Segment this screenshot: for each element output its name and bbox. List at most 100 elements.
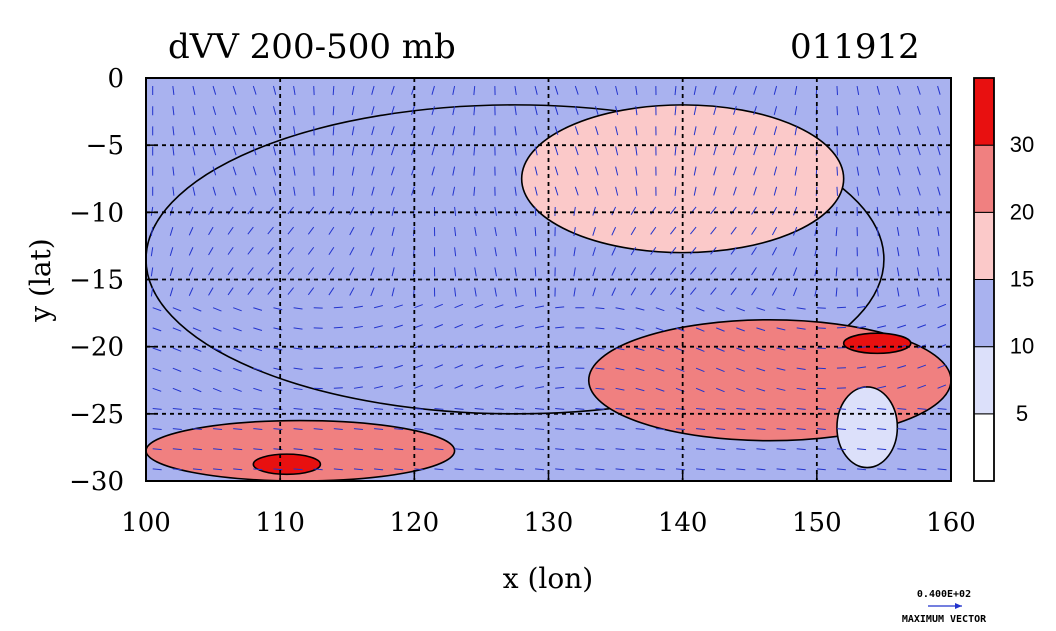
wind-vector [212,367,222,372]
wind-vector [535,407,545,410]
wind-vector [630,287,637,296]
wind-vector [756,347,766,352]
wind-vector [534,206,537,216]
wind-vector [152,367,162,372]
wind-vector [232,146,237,156]
wind-vector [192,448,202,451]
wind-vector [574,85,579,95]
wind-vector [152,327,162,332]
wind-vector [454,448,464,451]
wind-vector [674,126,677,136]
wind-vector [252,126,257,136]
wind-vector [373,325,383,329]
wind-vector [615,387,625,391]
wind-vector [371,166,375,176]
wind-vector [836,448,846,451]
wind-vector [333,326,343,329]
wind-vector [675,428,685,431]
wind-vector [695,367,705,373]
wind-vector [555,468,565,471]
wind-vector [172,146,175,156]
wind-vector [675,468,685,471]
wind-vector [554,166,559,176]
wind-vector [574,106,579,115]
wind-vector [555,306,565,309]
wind-vector [611,247,617,256]
wind-vector [555,407,565,410]
wind-vector [611,206,617,216]
wind-vector [897,468,907,471]
wind-vector [431,85,435,95]
wind-vector [152,407,162,410]
wind-vector [594,106,599,115]
wind-vector [773,106,778,116]
wind-vector [474,364,484,369]
wind-vector [349,247,355,256]
wind-vector [454,407,464,410]
wind-vector [474,303,484,309]
wind-vector [534,146,538,156]
wind-vector [696,468,706,471]
wind-vector [736,367,745,372]
wind-vector [452,166,456,176]
wind-vector [431,186,435,196]
wind-vector [796,407,806,410]
wind-vector [454,323,464,329]
wind-vector [169,247,174,257]
wind-vector [373,385,383,389]
wind-vector [857,468,867,471]
colorbar-segment [973,211,995,280]
wind-vector [414,407,424,410]
wind-vector [391,226,395,236]
wind-vector [635,387,645,392]
wind-vector [916,85,921,95]
wind-vector [394,304,403,309]
wind-vector [876,106,881,116]
wind-vector [896,85,901,95]
wind-vector [796,347,806,350]
wind-vector [736,448,746,451]
wind-vector [594,126,599,136]
wind-vector [213,468,223,471]
wind-vector [212,85,217,95]
wind-vector [573,247,576,257]
wind-vector [188,267,194,276]
wind-vector [152,428,162,431]
wind-vector [756,448,766,451]
wind-vector [716,347,725,352]
wind-vector [574,146,579,156]
wind-vector [573,287,576,297]
wind-vector [856,166,860,176]
wind-vector [192,106,196,116]
wind-vector [169,206,174,216]
wind-vector [172,126,175,136]
wind-vector [776,428,786,431]
wind-vector [394,407,404,410]
wind-vector [733,126,737,136]
wind-vector [916,287,920,297]
colorbar-label: 20 [1010,199,1034,224]
wind-vector [816,448,826,451]
wind-vector [414,448,424,451]
wind-vector [877,468,887,471]
wind-vector [836,428,846,431]
wind-vector [328,287,335,296]
wind-vector [796,468,806,471]
wind-vector [615,166,619,176]
wind-vector [896,186,901,196]
wind-vector [814,226,818,236]
y-tick-label: −15 [69,266,124,296]
wind-vector [736,407,746,410]
wind-vector [293,186,296,196]
wind-vector [152,387,162,392]
wind-vector [514,227,517,237]
wind-vector [434,324,443,329]
wind-vector [716,407,726,410]
wind-vector [370,247,375,256]
wind-vector [514,106,517,116]
wind-vector [192,186,196,196]
wind-vector [573,227,576,237]
wind-vector [208,226,214,236]
wind-vector [751,226,757,235]
wind-vector [730,267,737,275]
